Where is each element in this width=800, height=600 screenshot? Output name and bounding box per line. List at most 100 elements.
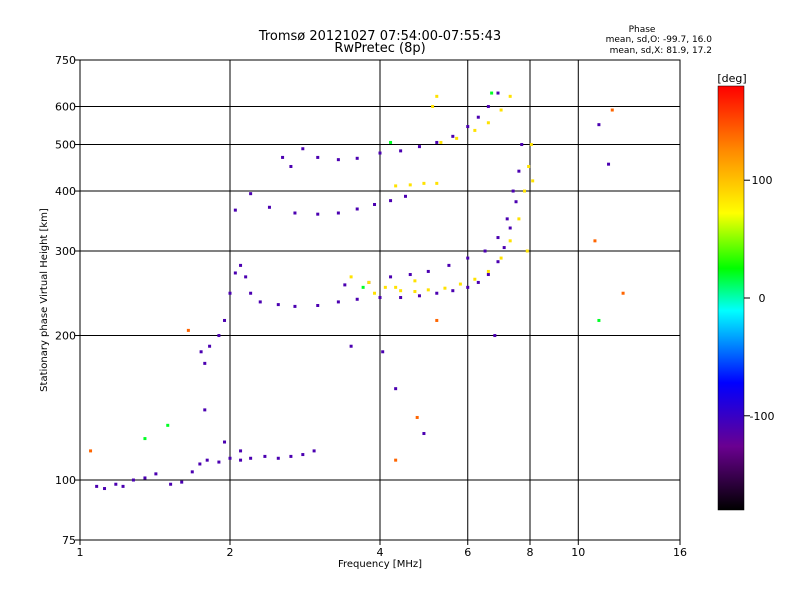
- data-point: [529, 143, 533, 147]
- data-point: [186, 328, 190, 332]
- data-point: [399, 149, 403, 153]
- data-point: [493, 334, 497, 338]
- data-point: [499, 108, 503, 112]
- data-point: [228, 456, 232, 460]
- data-point: [621, 291, 625, 295]
- data-point: [443, 286, 447, 290]
- data-point: [239, 263, 243, 267]
- data-point: [499, 256, 503, 260]
- data-point: [293, 211, 297, 215]
- data-point: [301, 453, 305, 457]
- data-point: [336, 211, 340, 215]
- data-point: [276, 303, 280, 307]
- data-point: [486, 105, 490, 109]
- data-point: [525, 249, 529, 253]
- chart-subtitle: RwPretec (8p): [334, 41, 425, 56]
- data-point: [435, 318, 439, 322]
- data-point: [415, 415, 419, 419]
- data-point: [154, 472, 158, 476]
- data-point: [435, 140, 439, 144]
- data-point: [473, 277, 477, 281]
- data-point: [435, 94, 439, 98]
- data-point: [373, 202, 377, 206]
- y-tick-label: 750: [55, 54, 76, 67]
- data-point: [312, 449, 316, 453]
- data-point: [367, 280, 371, 284]
- data-point: [408, 273, 412, 277]
- data-point: [281, 155, 285, 159]
- data-point: [496, 91, 500, 95]
- data-point: [249, 456, 253, 460]
- data-point: [389, 199, 393, 203]
- data-point: [597, 123, 601, 127]
- data-point: [508, 239, 512, 243]
- data-point: [435, 291, 439, 295]
- y-tick-label: 600: [55, 101, 76, 114]
- data-point: [417, 294, 421, 298]
- colorbar-tick-label: 100: [752, 174, 773, 187]
- data-point: [422, 432, 426, 436]
- data-point: [389, 275, 393, 279]
- x-tick-label: 4: [377, 546, 384, 559]
- data-point: [373, 291, 377, 295]
- colorbar-tick-label: 0: [759, 292, 766, 305]
- data-point: [435, 181, 439, 185]
- data-point: [180, 480, 184, 484]
- data-point: [531, 179, 535, 183]
- data-point: [486, 273, 490, 277]
- data-point: [316, 303, 320, 307]
- data-point: [378, 151, 382, 155]
- data-point: [223, 440, 227, 444]
- phase-info-o: mean, sd,O: -99.7, 16.0: [606, 35, 713, 45]
- data-point: [293, 304, 297, 308]
- data-point: [249, 192, 253, 196]
- data-point: [486, 121, 490, 125]
- data-point: [517, 217, 521, 221]
- data-point: [523, 189, 527, 193]
- data-point: [233, 208, 237, 212]
- data-point: [473, 128, 477, 132]
- data-point: [593, 239, 597, 243]
- data-point: [447, 263, 451, 267]
- data-point: [244, 275, 248, 279]
- data-point: [383, 285, 387, 289]
- data-point: [399, 296, 403, 300]
- data-point: [199, 350, 203, 354]
- data-point: [394, 285, 398, 289]
- data-point: [89, 449, 93, 453]
- data-point: [203, 408, 207, 412]
- data-point: [496, 236, 500, 240]
- x-axis-ticks: 1 2 4 6 8 10 16: [77, 540, 687, 559]
- data-point: [394, 458, 398, 462]
- data-point: [490, 91, 494, 95]
- data-point: [228, 291, 232, 295]
- x-tick-label: 2: [227, 546, 234, 559]
- data-point: [476, 115, 480, 119]
- colorbar-ticks: 100 0 -100: [744, 174, 774, 423]
- data-point: [413, 290, 417, 294]
- x-tick-label: 1: [77, 546, 84, 559]
- data-point: [217, 334, 221, 338]
- data-point: [422, 181, 426, 185]
- data-point: [508, 94, 512, 98]
- data-point: [143, 437, 147, 441]
- data-point: [610, 108, 614, 112]
- x-tick-label: 16: [673, 546, 687, 559]
- y-tick-label: 400: [55, 185, 76, 198]
- data-point: [381, 350, 385, 354]
- data-point: [289, 164, 293, 168]
- data-point: [505, 217, 509, 221]
- data-point: [486, 269, 490, 273]
- data-point: [276, 456, 280, 460]
- data-point: [399, 289, 403, 293]
- data-point: [378, 296, 382, 300]
- colorbar-label: [deg]: [717, 72, 746, 85]
- y-tick-label: 500: [55, 139, 76, 152]
- data-point: [417, 145, 421, 149]
- data-point: [223, 318, 227, 322]
- data-point: [466, 256, 470, 260]
- data-point: [258, 300, 262, 304]
- data-point: [349, 275, 353, 279]
- phase-info-heading: Phase: [629, 25, 656, 35]
- data-point: [316, 212, 320, 216]
